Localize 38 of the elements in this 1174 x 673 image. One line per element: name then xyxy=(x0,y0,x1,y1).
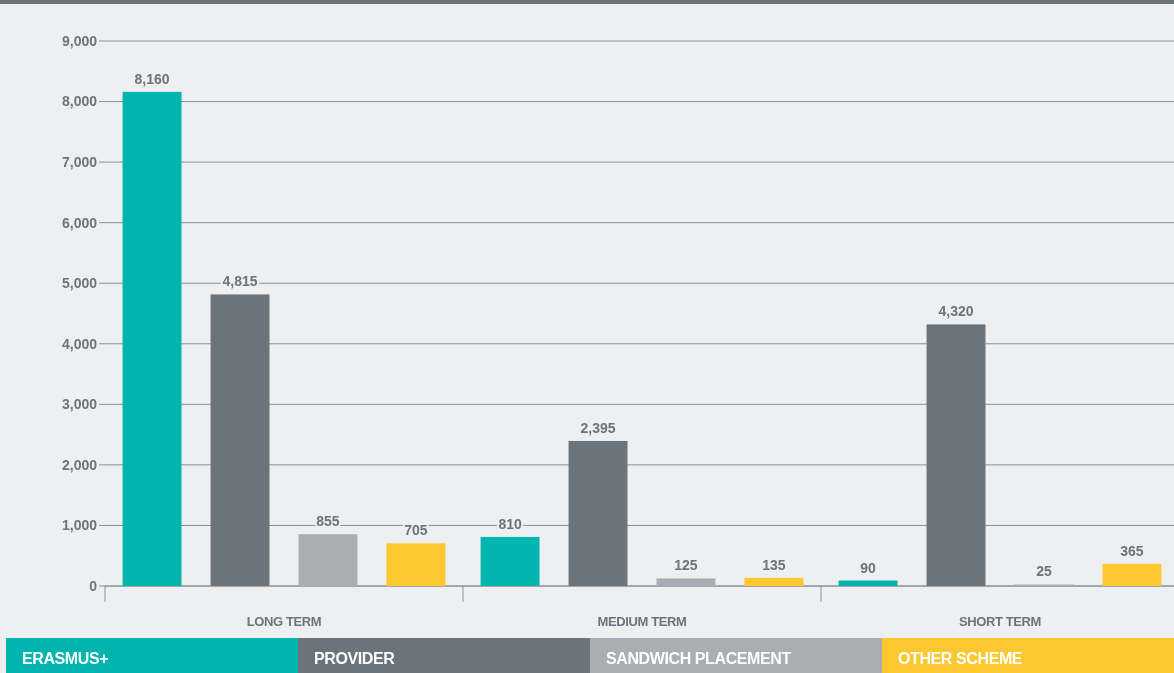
y-tick-label: 2,000 xyxy=(61,456,98,473)
data-label: 365 xyxy=(1120,542,1144,559)
y-tick-label: 1,000 xyxy=(61,517,98,534)
x-tick-label: LONG TERM xyxy=(246,614,322,629)
bar xyxy=(210,294,270,586)
bar xyxy=(838,580,898,586)
y-tick-label: 0 xyxy=(89,577,98,594)
y-tick-label: 4,000 xyxy=(61,335,98,352)
bar xyxy=(568,440,628,586)
x-tick-label: SHORT TERM xyxy=(959,614,1041,629)
bar xyxy=(122,91,182,586)
text: ERASMUS+ xyxy=(22,650,109,667)
data-label: 125 xyxy=(674,557,698,574)
bar xyxy=(656,578,716,586)
data-label: 4,320 xyxy=(938,303,974,320)
text: OTHER SCHEME xyxy=(898,650,1023,667)
text: SANDWICH PLACEMENT xyxy=(606,650,792,667)
bar xyxy=(298,534,358,586)
data-label: 135 xyxy=(762,556,786,573)
y-tick-label: 7,000 xyxy=(61,154,98,171)
y-tick-label: 5,000 xyxy=(61,275,98,292)
text: PROVIDER xyxy=(314,650,396,667)
bar xyxy=(386,543,446,586)
data-label: 25 xyxy=(1036,563,1052,580)
y-tick-label: 8,000 xyxy=(61,93,98,110)
data-label: 90 xyxy=(860,559,877,576)
y-tick-label: 3,000 xyxy=(61,396,98,413)
data-label: 855 xyxy=(316,513,340,530)
y-tick-label: 6,000 xyxy=(61,214,98,231)
data-label: 2,395 xyxy=(580,419,616,436)
bar xyxy=(926,324,986,586)
y-tick-label: 9,000 xyxy=(61,32,98,49)
data-label: 705 xyxy=(404,522,428,539)
bar xyxy=(480,536,540,586)
x-tick-label: MEDIUM TERM xyxy=(597,614,687,629)
bar xyxy=(1102,563,1162,586)
data-label: 8,160 xyxy=(134,70,170,87)
bar xyxy=(744,577,804,586)
